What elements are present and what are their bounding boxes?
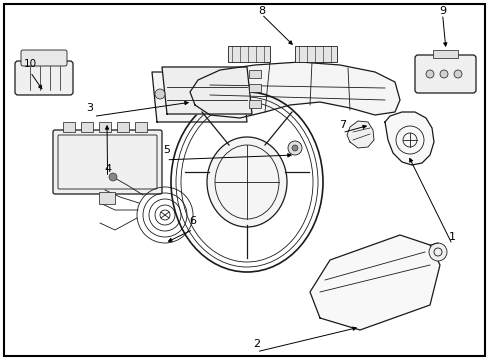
Polygon shape <box>309 235 439 330</box>
Circle shape <box>287 141 302 155</box>
Text: 8: 8 <box>258 6 264 16</box>
Circle shape <box>453 70 461 78</box>
Text: 10: 10 <box>24 59 37 69</box>
Text: 3: 3 <box>86 103 93 113</box>
Polygon shape <box>162 67 251 114</box>
Polygon shape <box>384 112 433 165</box>
Text: 5: 5 <box>163 145 169 155</box>
Polygon shape <box>152 72 246 122</box>
Circle shape <box>439 70 447 78</box>
Bar <box>99 192 115 204</box>
Bar <box>432 50 457 58</box>
Bar <box>117 122 129 132</box>
Text: 4: 4 <box>104 164 111 174</box>
Text: 7: 7 <box>338 120 345 130</box>
FancyBboxPatch shape <box>414 55 475 93</box>
Ellipse shape <box>206 137 286 227</box>
Text: 9: 9 <box>438 6 445 16</box>
Text: 2: 2 <box>253 339 260 349</box>
Bar <box>81 122 93 132</box>
FancyBboxPatch shape <box>15 61 73 95</box>
Bar <box>227 46 269 62</box>
Bar <box>248 84 261 92</box>
Polygon shape <box>190 62 399 118</box>
Text: 6: 6 <box>189 216 196 226</box>
Circle shape <box>425 70 433 78</box>
FancyBboxPatch shape <box>53 130 162 194</box>
FancyBboxPatch shape <box>21 50 67 66</box>
Circle shape <box>291 145 297 151</box>
Circle shape <box>155 89 164 99</box>
Bar <box>63 122 75 132</box>
Bar <box>99 122 111 132</box>
Bar <box>135 122 147 132</box>
Bar <box>294 46 336 62</box>
Bar <box>248 100 261 108</box>
Polygon shape <box>346 121 373 148</box>
Circle shape <box>428 243 446 261</box>
Text: 1: 1 <box>448 231 455 242</box>
Bar <box>248 70 261 78</box>
Circle shape <box>109 173 117 181</box>
